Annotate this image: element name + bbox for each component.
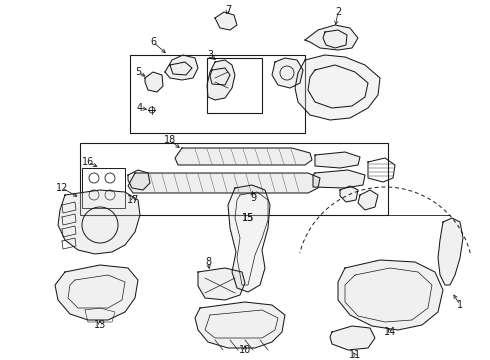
Text: 6: 6 <box>150 37 156 47</box>
Polygon shape <box>145 72 163 92</box>
Polygon shape <box>128 173 320 193</box>
Polygon shape <box>438 218 463 285</box>
Polygon shape <box>305 25 358 50</box>
Text: 15: 15 <box>242 213 254 223</box>
Text: 5: 5 <box>135 67 141 77</box>
Polygon shape <box>165 55 198 80</box>
Polygon shape <box>315 152 360 168</box>
Polygon shape <box>228 185 270 292</box>
Polygon shape <box>340 186 358 202</box>
Polygon shape <box>58 190 140 254</box>
Text: 12: 12 <box>56 183 68 193</box>
Text: 13: 13 <box>94 320 106 330</box>
Polygon shape <box>175 148 312 165</box>
Polygon shape <box>272 58 303 88</box>
Polygon shape <box>295 55 380 120</box>
Polygon shape <box>207 60 235 100</box>
Text: 2: 2 <box>335 7 341 17</box>
Polygon shape <box>338 260 443 330</box>
Text: 7: 7 <box>225 5 231 15</box>
Bar <box>207 58 262 113</box>
Bar <box>80 143 388 215</box>
Text: 3: 3 <box>207 50 213 60</box>
Polygon shape <box>198 268 245 300</box>
Bar <box>82 168 125 208</box>
Polygon shape <box>330 326 375 350</box>
Text: 14: 14 <box>384 327 396 337</box>
Text: 11: 11 <box>349 350 361 360</box>
Text: 1: 1 <box>457 300 463 310</box>
Polygon shape <box>55 265 138 320</box>
Text: 8: 8 <box>205 257 211 267</box>
Text: 10: 10 <box>239 345 251 355</box>
Text: 16: 16 <box>82 157 94 167</box>
Polygon shape <box>358 190 378 210</box>
Polygon shape <box>215 12 237 30</box>
Polygon shape <box>195 302 285 348</box>
Text: 17: 17 <box>127 195 139 205</box>
Text: 18: 18 <box>164 135 176 145</box>
Text: 4: 4 <box>137 103 143 113</box>
Text: 9: 9 <box>250 193 256 203</box>
Text: 15: 15 <box>242 213 254 223</box>
Polygon shape <box>313 170 365 188</box>
Polygon shape <box>128 170 150 190</box>
Bar <box>130 55 305 133</box>
